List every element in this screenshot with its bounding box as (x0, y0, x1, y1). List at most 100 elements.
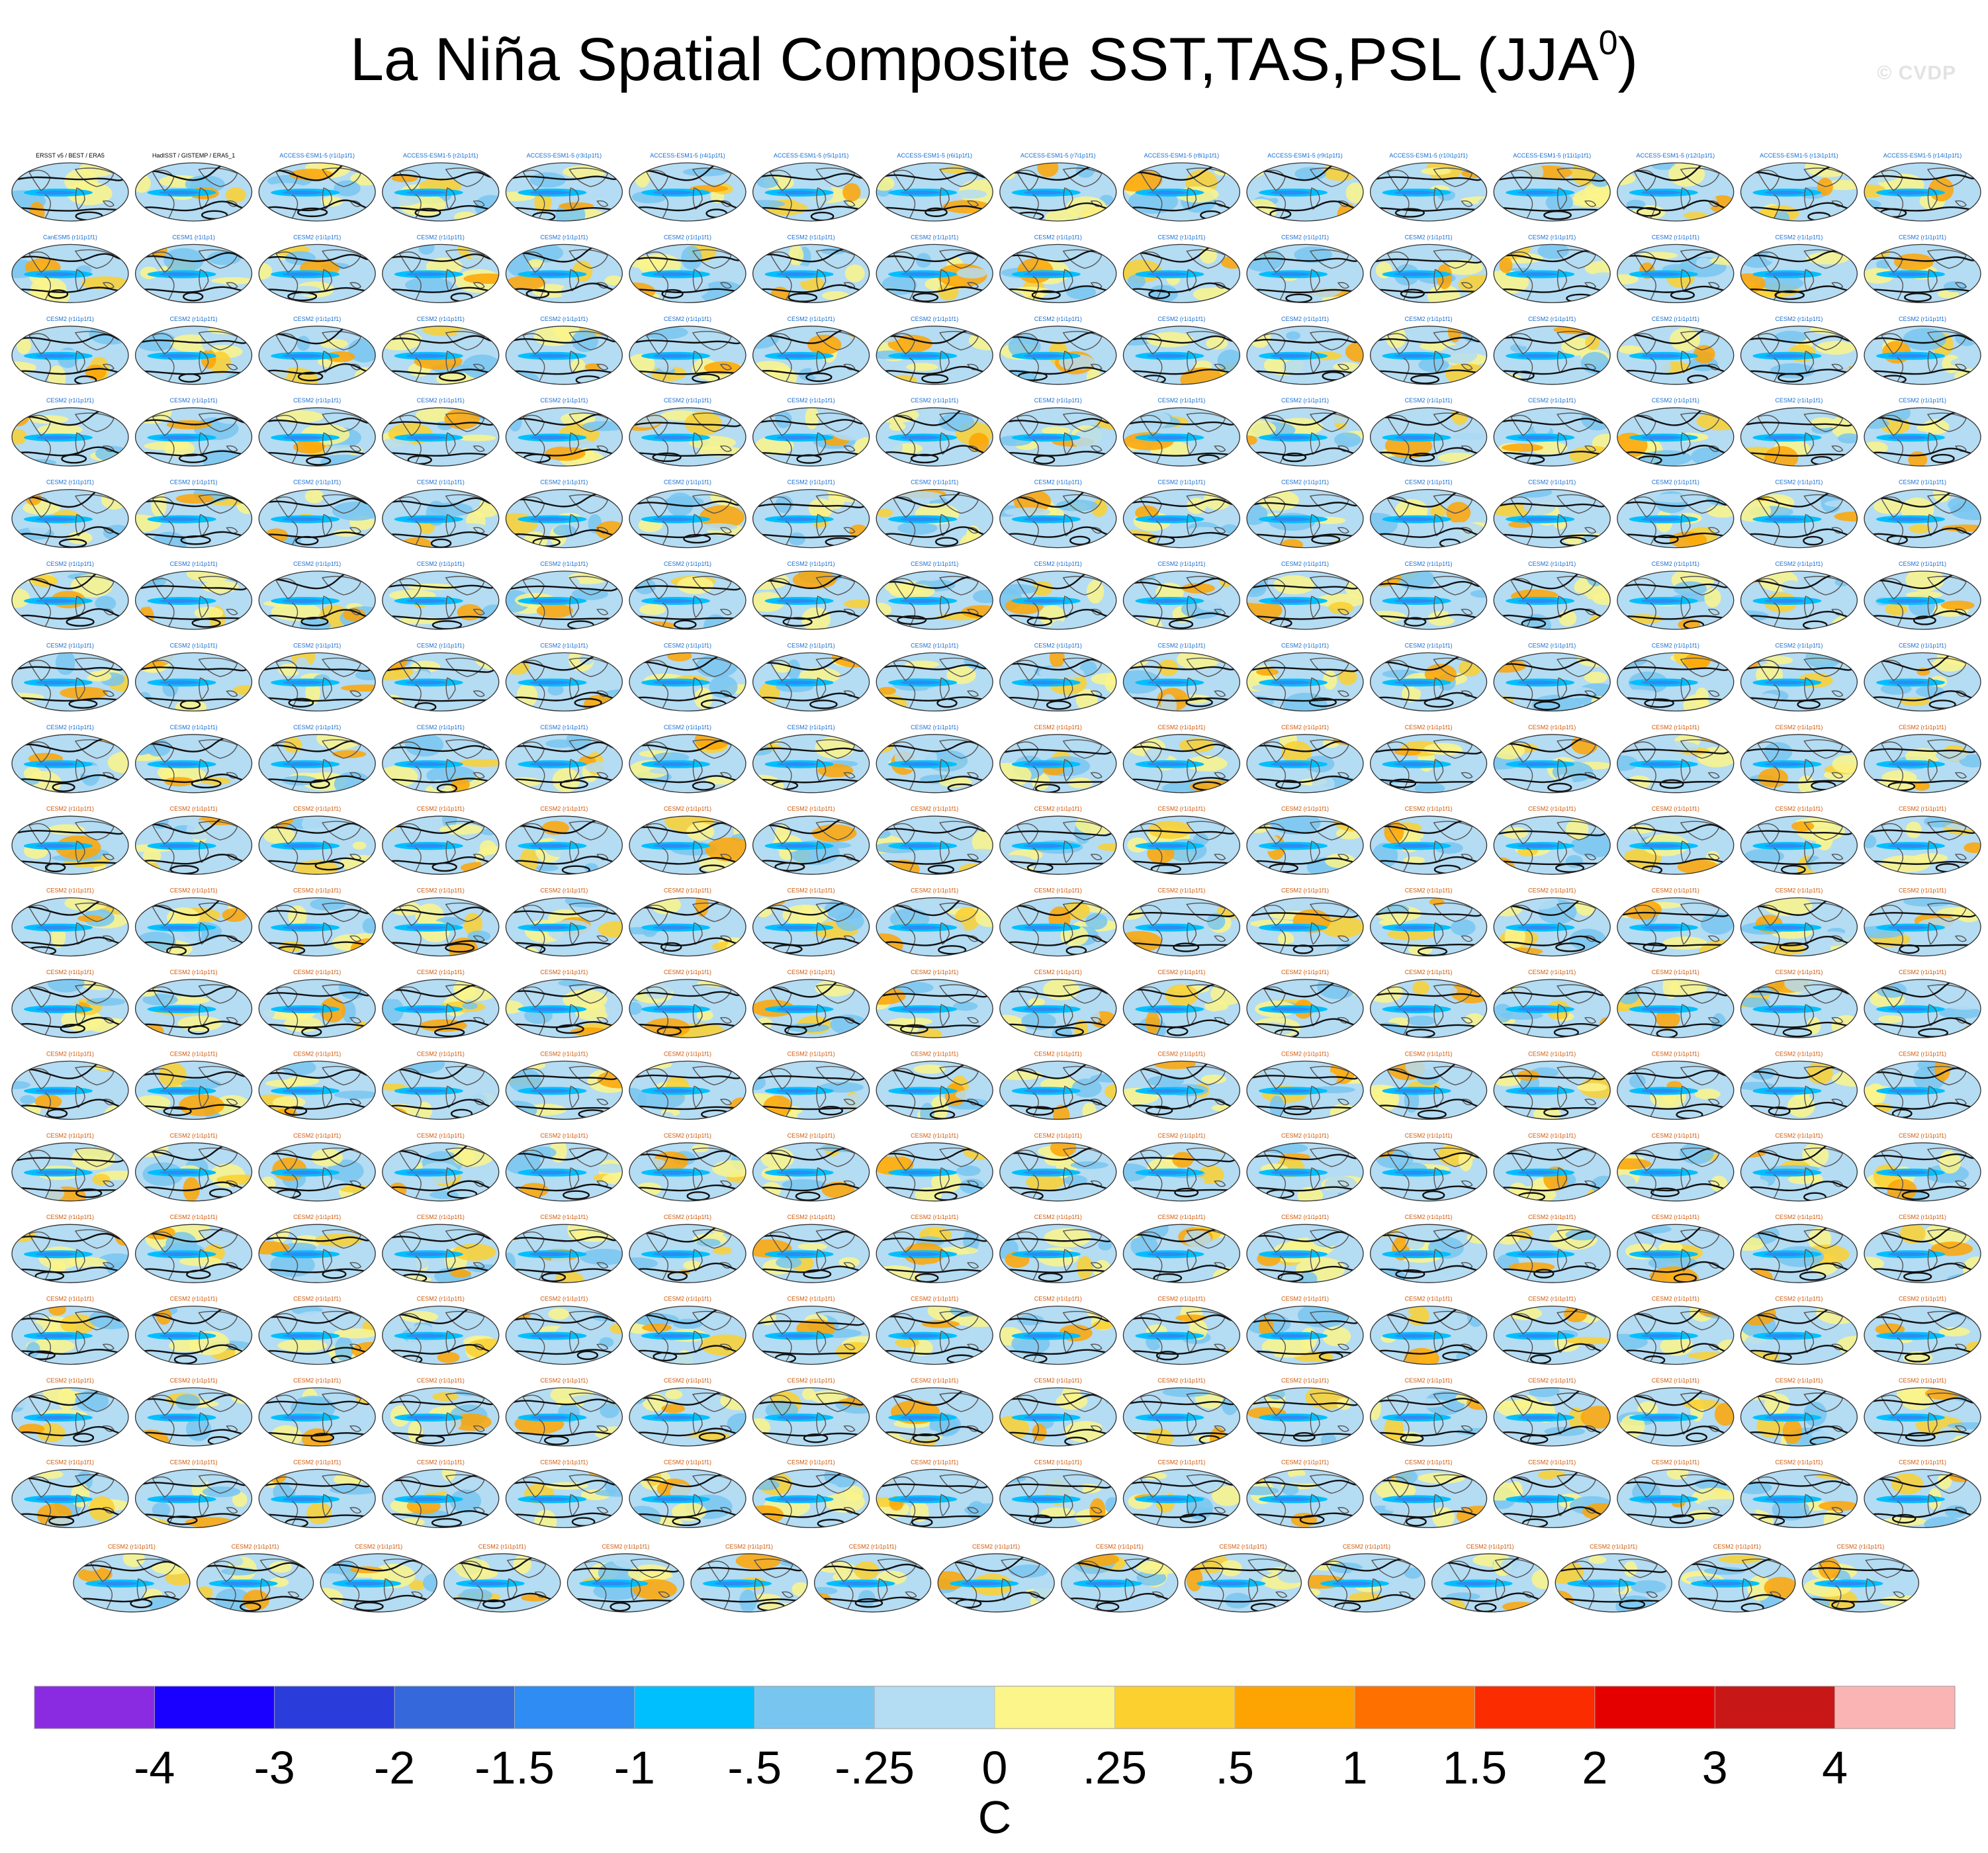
panel-title: CESM2 (r1i1p1f1) (1157, 479, 1205, 486)
map-panel: CESM2 (r1i1p1f1) (1864, 234, 1981, 304)
map-panel: HadISST / GISTEMP / ERA5_1 (134, 152, 253, 222)
panel-title: ACCESS-ESM1-5 (r13i1p1f1) (1760, 152, 1838, 159)
map-panel: CESM2 (r1i1p1f1) (1864, 397, 1981, 467)
map-panel: CESM2 (r1i1p1f1) (382, 1214, 500, 1283)
map-panel: CESM2 (r1i1p1f1) (1740, 642, 1858, 712)
panel-title: CESM2 (r1i1p1f1) (478, 1543, 526, 1550)
colorbar-tick-label: -.5 (727, 1742, 782, 1793)
panel-title: CESM2 (r1i1p1f1) (788, 887, 835, 894)
panel-title: CESM2 (r1i1p1f1) (911, 1377, 958, 1384)
map-panel: CESM2 (r1i1p1f1) (320, 1543, 437, 1613)
panel-title: CESM2 (r1i1p1f1) (1528, 1050, 1576, 1057)
panel-title: CESM2 (r1i1p1f1) (1652, 724, 1699, 731)
panel-title: ACCESS-ESM1-5 (r4i1p1f1) (650, 152, 725, 159)
panel-title: CESM2 (r1i1p1f1) (1899, 1459, 1946, 1465)
colorbar-tick-label: -.25 (835, 1742, 915, 1793)
panel-title: CESM2 (r1i1p1f1) (1652, 887, 1699, 894)
panel-title: CESM2 (r1i1p1f1) (1528, 234, 1576, 240)
panel-title: CESM2 (r1i1p1f1) (664, 397, 711, 404)
panel-title: CESM2 (r1i1p1f1) (46, 1459, 94, 1465)
map-panel: CESM2 (r1i1p1f1) (876, 561, 993, 630)
map-panel: CESM2 (r1i1p1f1) (443, 1543, 561, 1613)
panel-title: CESM2 (r1i1p1f1) (170, 1050, 218, 1057)
panel-title: CESM2 (r1i1p1f1) (1775, 1050, 1823, 1057)
panel-title: CESM2 (r1i1p1f1) (788, 642, 835, 649)
map-panel: CESM2 (r1i1p1f1) (1369, 724, 1488, 793)
panel-title: CESM2 (r1i1p1f1) (293, 1377, 341, 1384)
map-panel: CESM2 (r1i1p1f1) (1678, 1543, 1796, 1613)
panel-title: CESM2 (r1i1p1f1) (417, 1214, 465, 1220)
panel-title: CESM2 (r1i1p1f1) (1775, 1459, 1823, 1465)
map-panel: CESM2 (r1i1p1f1) (1122, 642, 1241, 712)
map-panel: CESM2 (r1i1p1f1) (258, 234, 376, 304)
panel-title: CESM2 (r1i1p1f1) (1157, 1132, 1205, 1139)
map-panel: CESM2 (r1i1p1f1) (1246, 316, 1364, 385)
colorbar-tick-label: .5 (1216, 1742, 1254, 1793)
panel-title: CESM2 (r1i1p1f1) (1652, 316, 1699, 322)
panel-title: CESM2 (r1i1p1f1) (1034, 1050, 1082, 1057)
panel-title: CESM2 (r1i1p1f1) (170, 1459, 218, 1465)
map-panel: CESM2 (r1i1p1f1) (1122, 1050, 1241, 1120)
panel-title: CESM2 (r1i1p1f1) (1157, 397, 1205, 404)
map-panel: CESM2 (r1i1p1f1) (1246, 1459, 1364, 1529)
panel-title: CESM2 (r1i1p1f1) (664, 1296, 711, 1302)
panel-title: CESM2 (r1i1p1f1) (788, 1214, 835, 1220)
map-panel: CESM2 (r1i1p1f1) (999, 1377, 1117, 1447)
colorbar-tick-label: -1 (614, 1742, 655, 1793)
map-panel: CESM2 (r1i1p1f1) (752, 1296, 870, 1365)
panel-title: CESM2 (r1i1p1f1) (1281, 561, 1329, 567)
map-panel: ACCESS-ESM1-5 (r3i1p1f1) (505, 152, 623, 222)
map-panel: CESM2 (r1i1p1f1) (1369, 805, 1488, 875)
map-panel: CESM2 (r1i1p1f1) (999, 1050, 1117, 1120)
map-panel: CESM2 (r1i1p1f1) (629, 234, 746, 304)
map-panel: CESM2 (r1i1p1f1) (1246, 1296, 1364, 1365)
panel-title: CESM2 (r1i1p1f1) (293, 316, 341, 322)
map-panel: CESM2 (r1i1p1f1) (382, 234, 500, 304)
panel-title: CESM2 (r1i1p1f1) (170, 316, 218, 322)
panel-title: CESM2 (r1i1p1f1) (911, 1214, 958, 1220)
map-panel: CESM2 (r1i1p1f1) (1617, 1296, 1735, 1365)
panel-title: CESM2 (r1i1p1f1) (1775, 561, 1823, 567)
panel-title: CESM2 (r1i1p1f1) (293, 1296, 341, 1302)
map-panel: CESM2 (r1i1p1f1) (999, 234, 1117, 304)
colorbar-tick-label: 4 (1822, 1742, 1848, 1793)
panel-title: CESM2 (r1i1p1f1) (417, 887, 465, 894)
colorbar-tick-label: -2 (374, 1742, 415, 1793)
panel-title: CESM2 (r1i1p1f1) (1281, 642, 1329, 649)
panel-title: CESM2 (r1i1p1f1) (911, 1050, 958, 1057)
panel-title: CESM2 (r1i1p1f1) (1899, 1050, 1946, 1057)
map-panel: CESM2 (r1i1p1f1) (1246, 397, 1364, 467)
map-panel: CESM2 (r1i1p1f1) (999, 1132, 1117, 1202)
map-panel: CESM2 (r1i1p1f1) (1246, 479, 1364, 549)
panel-title: CESM2 (r1i1p1f1) (788, 234, 835, 240)
panel-title: CESM2 (r1i1p1f1) (1034, 1132, 1082, 1139)
panel-title: CESM2 (r1i1p1f1) (788, 1132, 835, 1139)
panel-title: CESM2 (r1i1p1f1) (1899, 969, 1946, 975)
panel-title: CESM2 (r1i1p1f1) (1528, 1459, 1576, 1465)
map-panel: CESM2 (r1i1p1f1) (999, 397, 1117, 467)
panel-title: CESM2 (r1i1p1f1) (788, 1296, 835, 1302)
panel-title: CESM2 (r1i1p1f1) (1899, 479, 1946, 486)
colorbar-swatch (1234, 1686, 1355, 1729)
colorbar-tick-label: -1.5 (474, 1742, 555, 1793)
panel-title: CESM2 (r1i1p1f1) (911, 642, 958, 649)
panel-title: CESM2 (r1i1p1f1) (46, 1214, 94, 1220)
colorbar-swatch (1834, 1686, 1956, 1729)
panel-title: CESM2 (r1i1p1f1) (293, 724, 341, 731)
panel-title: CESM2 (r1i1p1f1) (1528, 479, 1576, 486)
map-panel: CESM2 (r1i1p1f1) (1369, 1296, 1488, 1365)
panel-title: CESM2 (r1i1p1f1) (293, 561, 341, 567)
panel-title: CESM2 (r1i1p1f1) (417, 724, 465, 731)
panel-title: CESM2 (r1i1p1f1) (1528, 397, 1576, 404)
map-panel: CESM2 (r1i1p1f1) (1864, 724, 1981, 793)
panel-title: CESM2 (r1i1p1f1) (1899, 1296, 1946, 1302)
panel-title: CESM2 (r1i1p1f1) (170, 561, 218, 567)
colorbar-tick-label: -4 (134, 1742, 175, 1793)
colorbar-tick-label: 2 (1582, 1742, 1607, 1793)
map-panel: CESM2 (r1i1p1f1) (1246, 1050, 1364, 1120)
panel-title: CESM2 (r1i1p1f1) (1775, 724, 1823, 731)
panel-title: CESM2 (r1i1p1f1) (788, 1377, 835, 1384)
panel-title: CESM2 (r1i1p1f1) (664, 805, 711, 812)
panel-title: CESM2 (r1i1p1f1) (664, 1459, 711, 1465)
panel-title: CESM2 (r1i1p1f1) (664, 234, 711, 240)
